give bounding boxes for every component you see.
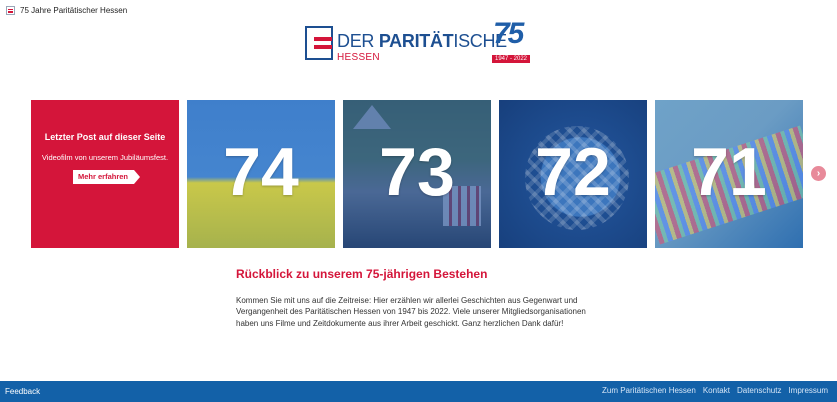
brand-logo[interactable]: DER PARITÄTISCHE HESSEN 75 1947 - 2022 — [305, 17, 530, 64]
section-text: Kommen Sie mit uns auf die Zeitreise: Hi… — [236, 296, 586, 328]
footer-link-kontakt[interactable]: Kontakt — [702, 386, 730, 395]
carousel-next-icon[interactable]: › — [811, 166, 826, 181]
tile-number: 72 — [535, 134, 611, 210]
paritaetische-logo-icon — [6, 5, 15, 15]
tile-blue-overlay — [343, 100, 491, 248]
tile-number: 73 — [379, 134, 455, 210]
post-tile-72[interactable]: 72 — [499, 100, 647, 248]
brand-name: DER PARITÄTISCHE — [337, 31, 507, 51]
latest-post-description: Videofilm von unserem Jubiläumsfest. — [41, 153, 169, 162]
top-bar: 75 Jahre Paritätischer Hessen — [6, 3, 127, 17]
post-tile-74[interactable]: 74 — [187, 100, 335, 248]
anniversary-badge: 75 1947 - 2022 — [492, 17, 530, 63]
tile-number: 71 — [691, 134, 767, 210]
footer-link-impressum[interactable]: Impressum — [788, 386, 828, 395]
footer-links: Zum Paritätischen Hessen Kontakt Datensc… — [602, 386, 828, 395]
latest-post-heading: Letzter Post auf dieser Seite — [44, 132, 166, 142]
post-tile-71[interactable]: 71 — [655, 100, 803, 248]
topbar-title[interactable]: 75 Jahre Paritätischer Hessen — [20, 5, 128, 15]
logo-square-icon — [305, 26, 333, 60]
tile-number: 74 — [223, 134, 299, 210]
brand-region: HESSEN — [337, 52, 380, 63]
footer-link-datenschutz[interactable]: Datenschutz — [736, 386, 782, 395]
anniversary-years: 1947 - 2022 — [492, 55, 530, 63]
section-title: Rückblick zu unserem 75-jährigen Bestehe… — [236, 267, 488, 281]
anniversary-number: 75 — [493, 17, 524, 50]
more-info-button[interactable]: Mehr erfahren — [73, 170, 141, 184]
footer-bar: Feedback Zum Paritätischen Hessen Kontak… — [0, 381, 837, 402]
sculpture-image — [525, 126, 629, 230]
post-tile-73[interactable]: 73 — [343, 100, 491, 248]
intro-section: Rückblick zu unserem 75-jährigen Bestehe… — [236, 267, 608, 329]
latest-post-tile[interactable]: Letzter Post auf dieser Seite Videofilm … — [31, 100, 179, 248]
feedback-link[interactable]: Feedback — [5, 387, 41, 396]
footer-link-paritaetischer[interactable]: Zum Paritätischen Hessen — [602, 386, 696, 395]
